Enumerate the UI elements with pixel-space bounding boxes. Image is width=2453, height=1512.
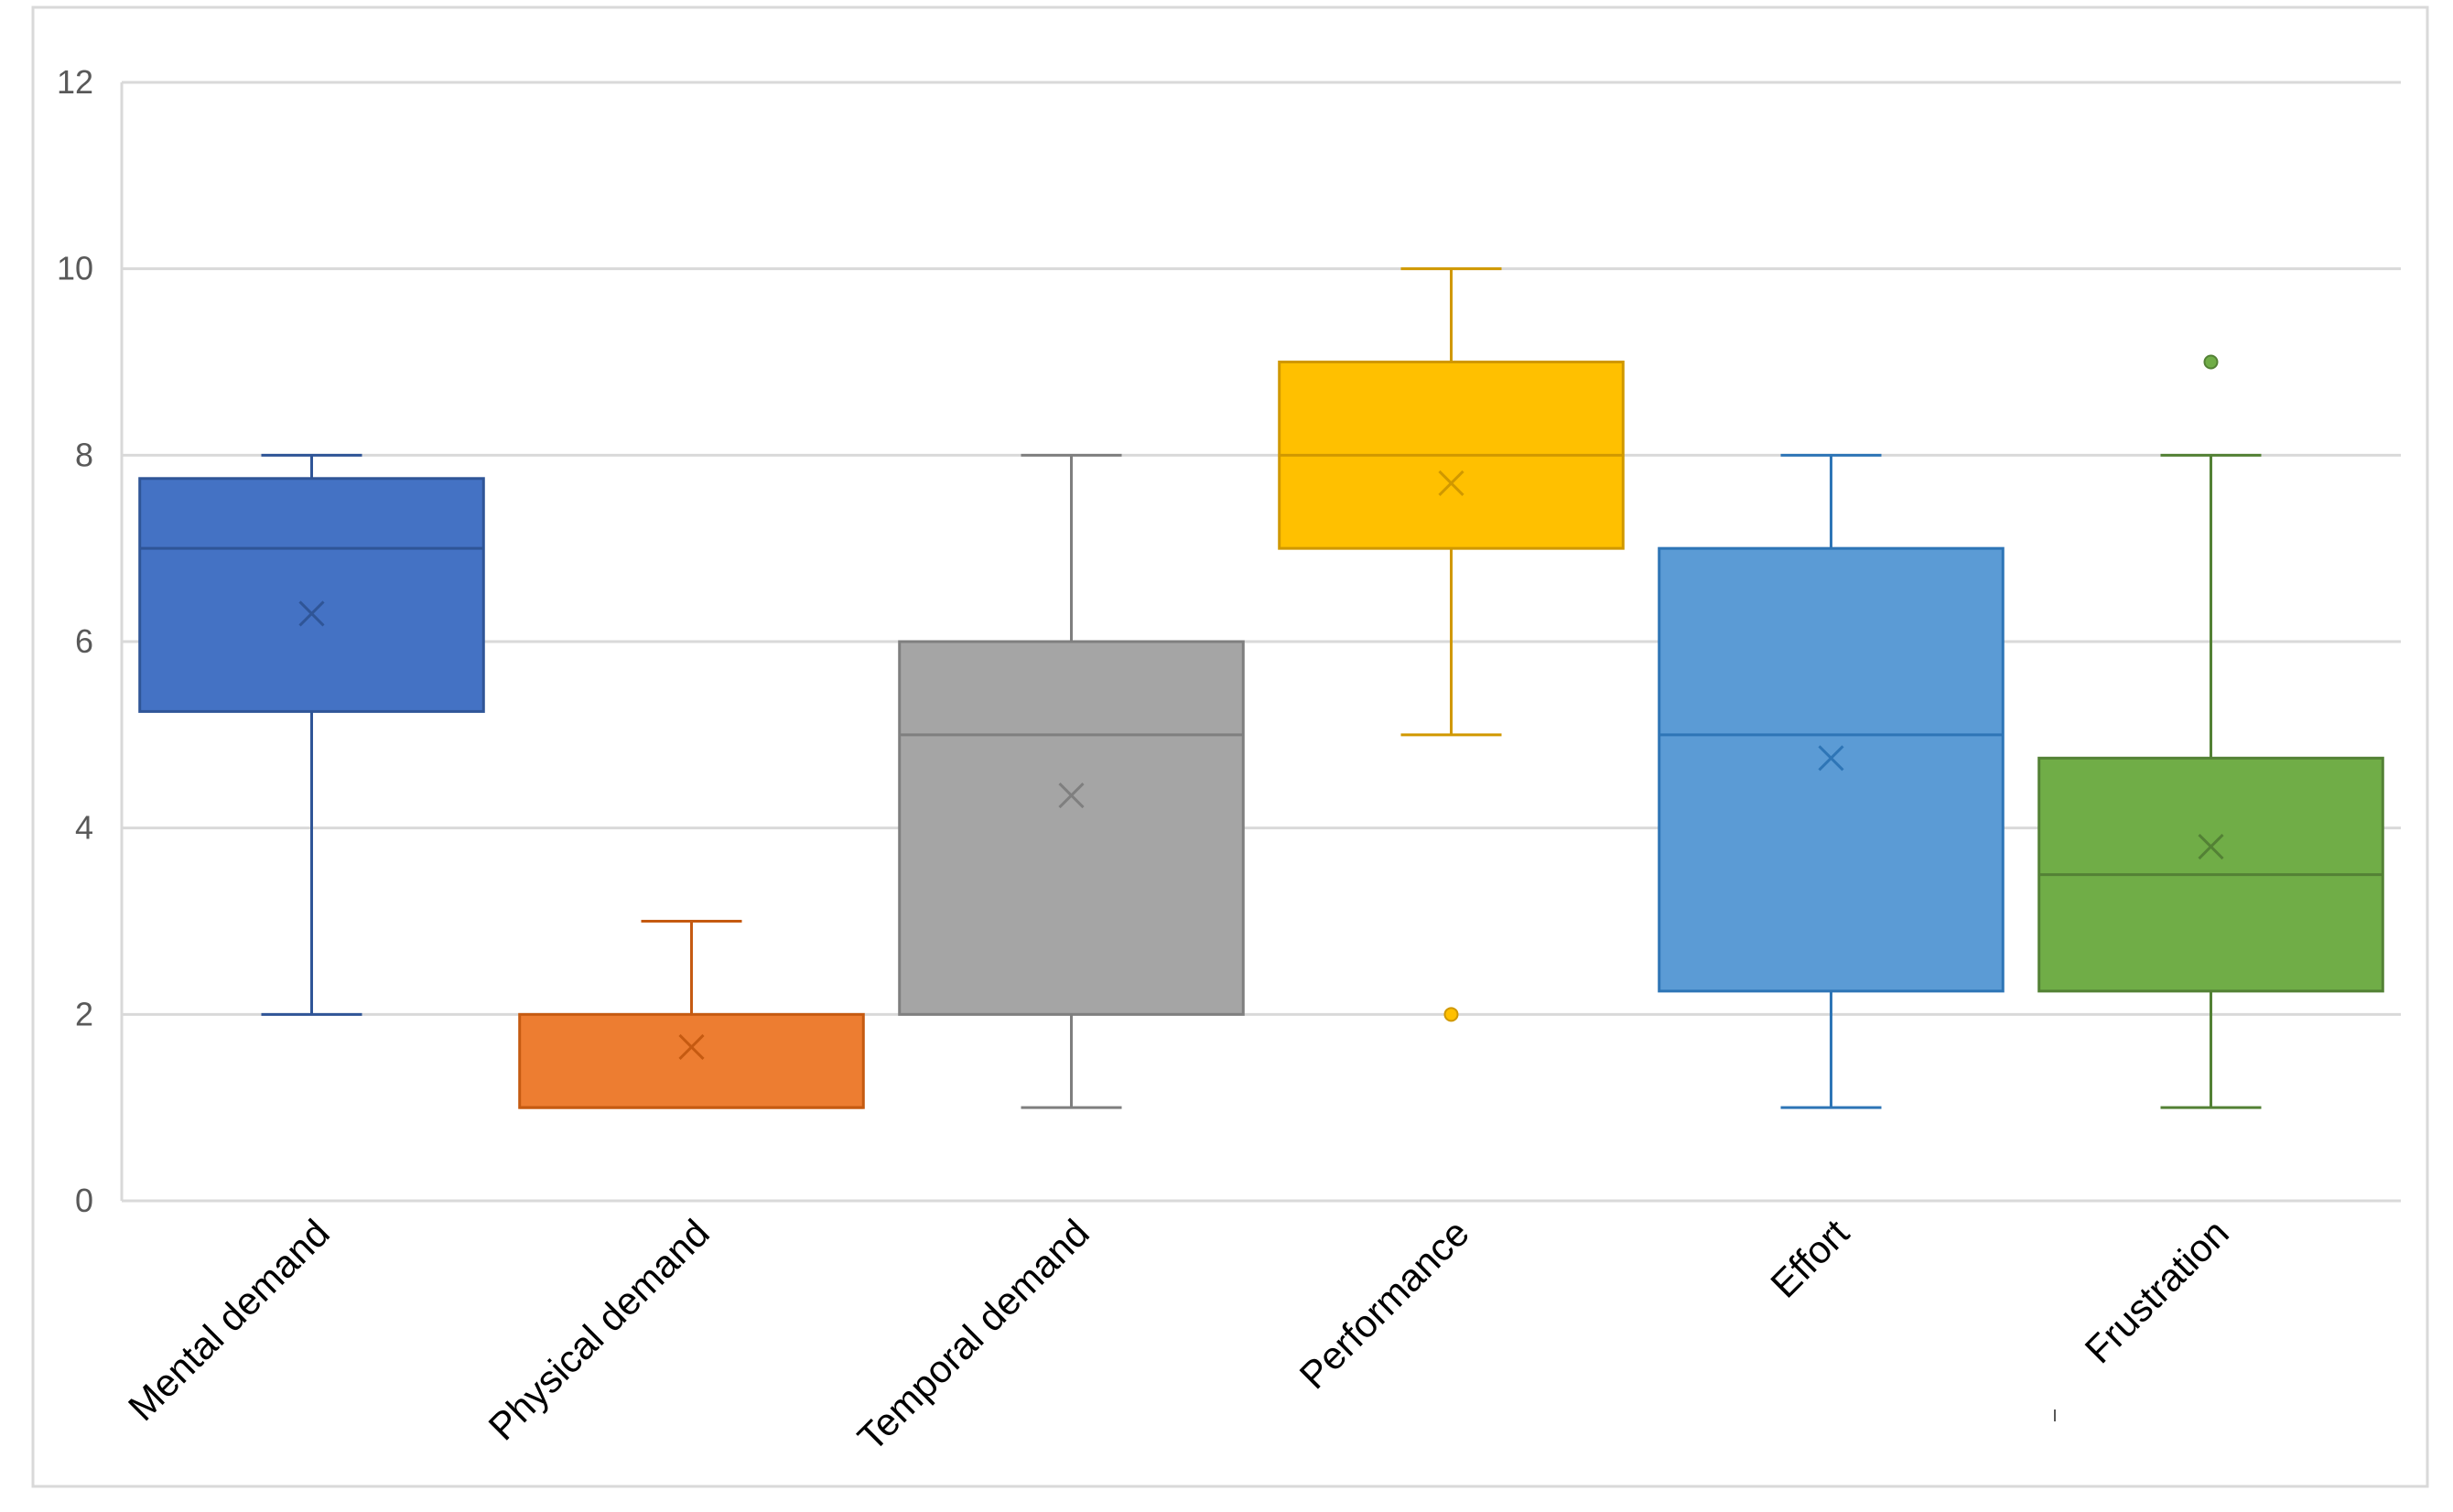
mean-marker-frustration (2198, 833, 2224, 860)
mean-marker-stroke-b (2198, 833, 2224, 860)
mean-marker-stroke-b (1818, 745, 1844, 772)
box-physical-demand (518, 920, 865, 1109)
box-temporal-demand (898, 453, 1245, 1109)
box-performance (1278, 267, 1625, 1022)
mean-marker-performance (1438, 470, 1464, 496)
y-tick-label-0: 0 (75, 1182, 93, 1219)
mean-marker-temporal-demand (1058, 782, 1085, 809)
box-iqr-mental-demand (138, 477, 485, 713)
mean-marker-stroke-b (298, 600, 325, 627)
y-tick-label-6: 6 (75, 622, 93, 660)
mean-marker-stroke-b (678, 1033, 705, 1061)
box-iqr-temporal-demand (898, 640, 1245, 1016)
y-tick-label-4: 4 (75, 809, 93, 847)
gridlines (122, 81, 2401, 1016)
box-series (138, 267, 2384, 1109)
y-tick-label-2: 2 (75, 995, 93, 1032)
box-frustration (2037, 354, 2384, 1109)
box-effort (1658, 453, 2005, 1109)
mean-marker-mental-demand (298, 600, 325, 627)
outlier-point-performance-0 (1443, 1007, 1459, 1022)
y-tick-label-10: 10 (57, 250, 93, 287)
y-tick-label-12: 12 (57, 63, 93, 101)
mean-marker-stroke-b (1058, 782, 1085, 809)
mean-marker-effort (1818, 745, 1844, 772)
mean-marker-stroke-b (1438, 470, 1464, 496)
box-iqr-physical-demand (518, 1012, 865, 1109)
mean-marker-physical-demand (678, 1033, 705, 1061)
box-mental-demand (138, 453, 485, 1016)
box-iqr-effort (1658, 546, 2005, 993)
outlier-point-frustration-0 (2203, 354, 2219, 370)
axes (120, 82, 2401, 1421)
y-tick-label-8: 8 (75, 436, 93, 473)
